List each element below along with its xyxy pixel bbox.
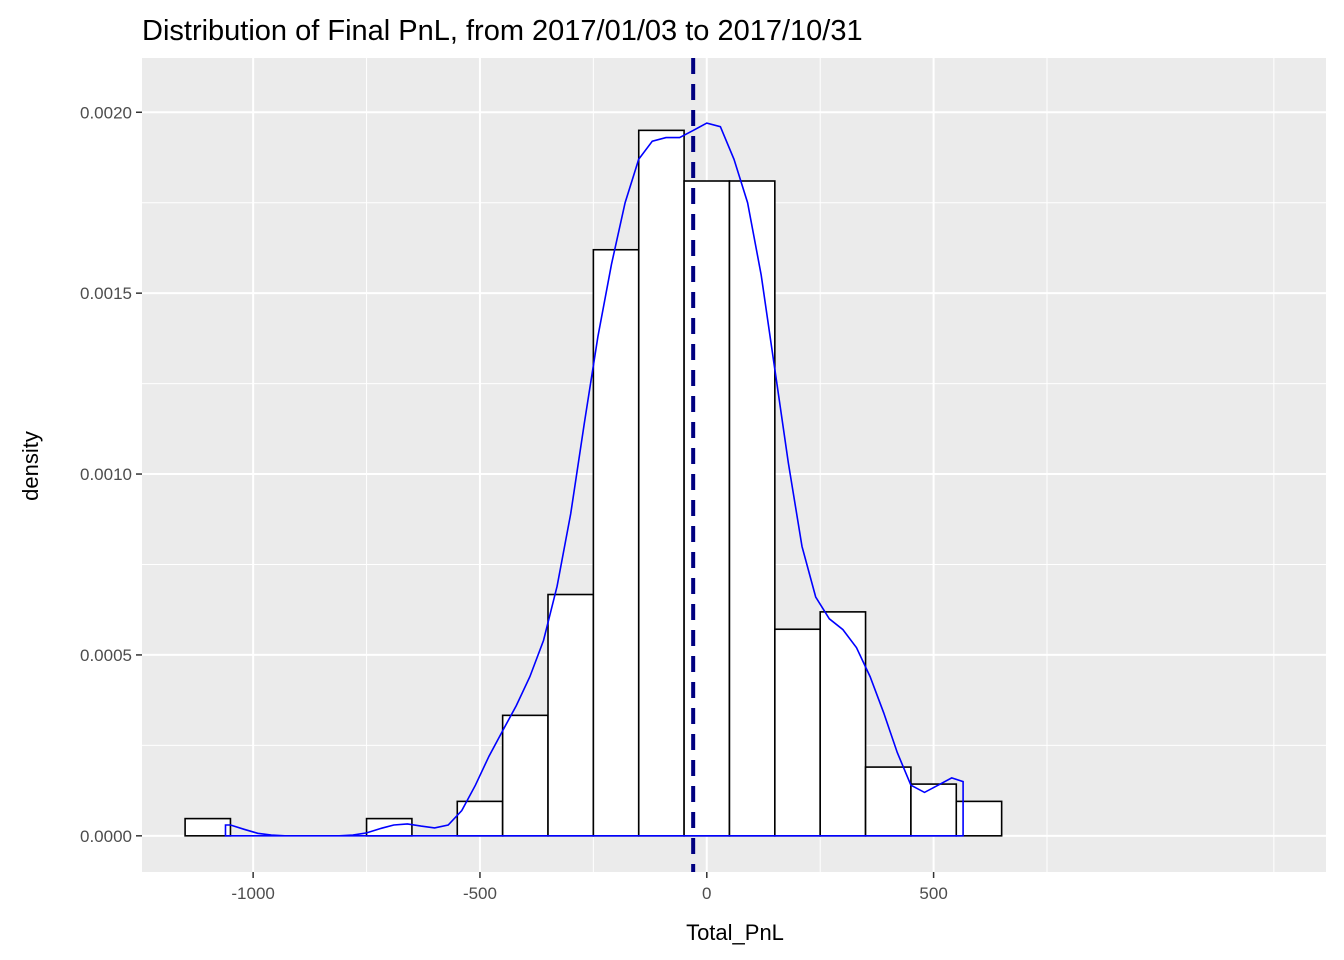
histogram-bar: [501, 714, 549, 837]
x-tick-label: -1000: [231, 884, 274, 903]
histogram-bars: [184, 129, 1003, 837]
histogram-bar: [864, 766, 912, 837]
histogram-bar: [728, 180, 776, 837]
x-axis-ticks: -1000 -500 0 500: [231, 872, 948, 903]
histogram-bar: [910, 783, 958, 837]
y-tick-label: 0.0020: [80, 103, 132, 122]
density-curve: [224, 122, 964, 837]
histogram-bar: [365, 817, 413, 837]
y-tick-label: 0.0005: [80, 646, 132, 665]
histogram-bar: [184, 817, 232, 837]
histogram-bar: [637, 129, 685, 837]
chart-title: Distribution of Final PnL, from 2017/01/…: [142, 15, 863, 47]
histogram-bar: [774, 628, 821, 837]
histogram-bar: [683, 180, 731, 837]
histogram-bar: [592, 248, 640, 837]
y-tick-label: 0.0010: [80, 465, 132, 484]
y-axis-ticks: 0.0000 0.0005 0.0010 0.0015 0.0020: [80, 103, 142, 846]
y-axis-title: density: [18, 431, 43, 501]
x-tick-label: 0: [702, 884, 711, 903]
x-tick-label: -500: [463, 884, 497, 903]
y-tick-label: 0.0000: [80, 827, 132, 846]
histogram-bar: [819, 611, 867, 837]
y-tick-label: 0.0015: [80, 284, 132, 303]
x-tick-label: 500: [919, 884, 947, 903]
x-axis-title: Total_PnL: [686, 920, 784, 945]
histogram-bar: [547, 593, 595, 837]
